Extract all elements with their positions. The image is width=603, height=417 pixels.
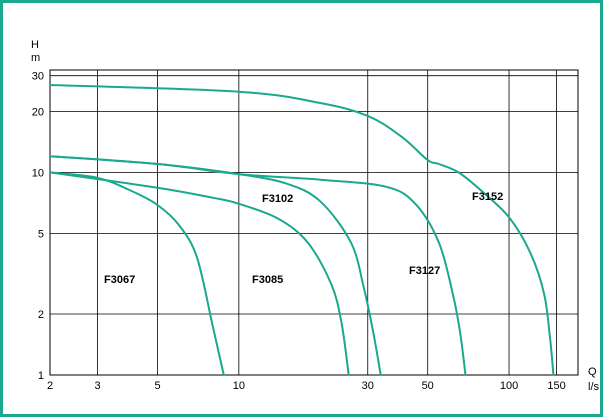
x-tick-label-10: 10 (233, 380, 245, 392)
curve-f3085 (49, 171, 350, 376)
curve-f3127 (49, 155, 467, 376)
curve-f3067 (49, 171, 225, 376)
y-tick-label-30: 30 (32, 71, 44, 83)
curve-label-f3067: F3067 (104, 274, 135, 286)
x-axis-unit: l/s (588, 381, 600, 393)
x-tick-label-50: 50 (422, 380, 434, 392)
x-tick-label-30: 30 (362, 380, 374, 392)
grid (49, 69, 579, 376)
curve-label-f3085: F3085 (252, 274, 283, 286)
curve-f3102 (49, 155, 382, 376)
x-tick-label-3: 3 (95, 380, 101, 392)
y-tick-label-20: 20 (32, 106, 44, 118)
y-axis-unit: m (31, 52, 40, 64)
curve-f3152 (49, 84, 555, 376)
x-tick-label-5: 5 (154, 380, 160, 392)
curve-label-f3102: F3102 (262, 193, 293, 205)
y-tick-label-5: 5 (38, 228, 44, 240)
curve-label-f3127: F3127 (409, 265, 440, 277)
x-axis-label: Q (588, 366, 597, 378)
y-tick-label-10: 10 (32, 167, 44, 179)
y-tick-label-2: 2 (38, 309, 44, 321)
y-axis-label: H (31, 39, 39, 51)
curve-label-f3152: F3152 (472, 191, 503, 203)
plot-border (49, 69, 579, 376)
curves (49, 84, 555, 376)
x-tick-label-150: 150 (547, 380, 565, 392)
x-tick-label-100: 100 (500, 380, 518, 392)
x-tick-label-2: 2 (47, 380, 53, 392)
y-tick-label-1: 1 (38, 370, 44, 382)
